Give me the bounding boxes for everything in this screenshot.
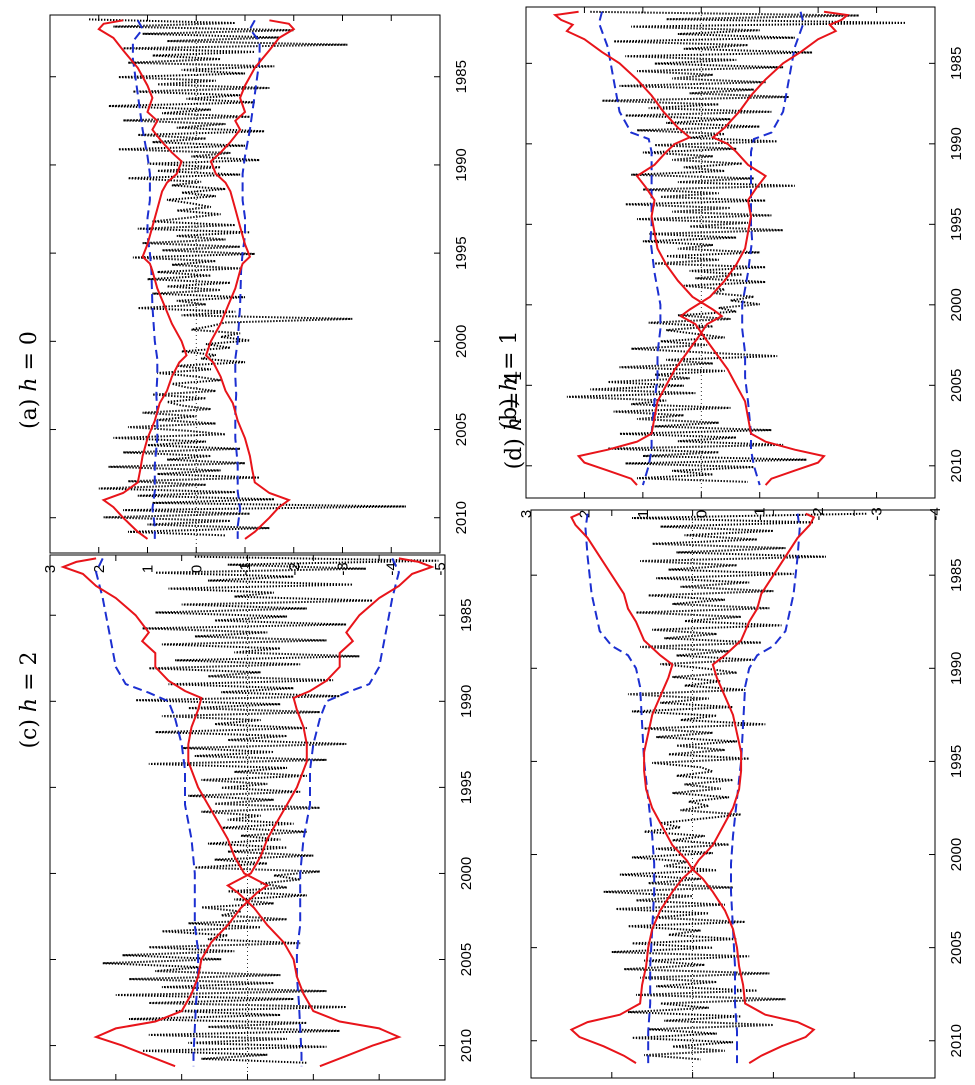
series-solid-lower	[225, 557, 435, 1068]
panel-title: (c) h = 2	[17, 651, 42, 748]
panel-title-variable: h	[497, 377, 522, 391]
y-tick-label: -1	[752, 507, 769, 520]
x-tick-label: 2010	[948, 449, 965, 482]
x-tick-label: 2005	[948, 931, 965, 964]
x-tick-label: 2005	[458, 943, 475, 976]
series-solid-lower	[204, 19, 296, 540]
axes-frame	[530, 509, 936, 1079]
series-solid-lower	[691, 512, 816, 1064]
y-tick-label: 2	[91, 565, 108, 573]
series-solid-upper	[569, 512, 694, 1064]
panel-title: (d) h = 4	[502, 371, 527, 470]
series-dashed-upper	[597, 11, 662, 486]
panel-title-variable: h	[17, 698, 42, 712]
series-dashed-upper	[584, 513, 656, 1064]
x-tick-label: 1985	[453, 60, 470, 93]
x-tick-label: 1995	[458, 771, 475, 804]
x-tick-label: 2005	[948, 369, 965, 402]
series-dotted	[566, 10, 906, 483]
panel-title-prefix: (a)	[17, 392, 42, 429]
y-tick-label: 0	[188, 565, 205, 573]
x-tick-label: 1985	[458, 599, 475, 632]
series-dotted	[603, 512, 867, 1061]
x-tick-label: 2010	[458, 1029, 475, 1062]
series-solid-upper	[60, 557, 270, 1068]
series-dotted	[88, 18, 406, 537]
y-tick-label: -1	[237, 562, 254, 575]
panel-title-value: = 2	[17, 651, 42, 697]
x-tick-label: 2000	[948, 288, 965, 321]
x-tick-label: 1985	[948, 558, 965, 591]
series-dashed-lower	[295, 557, 400, 1067]
series-dashed-lower	[730, 513, 801, 1064]
y-tick-label: -5	[432, 562, 449, 575]
y-tick-label: 2	[576, 510, 593, 518]
series-solid-upper	[97, 19, 188, 540]
x-tick-label: 2005	[453, 413, 470, 446]
panel-title-value: = 0	[17, 331, 42, 377]
panel-title-prefix: (b)	[497, 391, 522, 429]
panel-a: -5-4-3-2-10123198519901995200020052010(a…	[17, 14, 470, 576]
panel-b: -4-3-2-10123198519901995200020052010(b) …	[497, 6, 965, 521]
x-tick-label: 1985	[948, 47, 965, 80]
series-solid-lower	[678, 10, 850, 486]
x-tick-label: 1995	[948, 208, 965, 241]
axes-frame	[525, 6, 936, 499]
x-tick-label: 1995	[453, 236, 470, 269]
series-solid-upper	[552, 10, 724, 486]
x-tick-label: 2010	[948, 1024, 965, 1057]
panel-title-value: = 1	[497, 331, 522, 377]
x-tick-label: 1990	[458, 685, 475, 718]
series-dashed-upper	[95, 557, 200, 1067]
y-tick-label: 0	[693, 510, 710, 518]
x-tick-label: 2000	[458, 857, 475, 890]
y-tick-label: 1	[140, 565, 157, 573]
series-dotted	[102, 555, 439, 1064]
x-tick-label: 2000	[453, 325, 470, 358]
y-tick-label: 1	[635, 510, 652, 518]
x-tick-label: 1990	[453, 148, 470, 181]
series-dashed-lower	[234, 19, 261, 539]
x-tick-label: 1995	[948, 745, 965, 778]
y-tick-label: 3	[518, 510, 535, 518]
axes-frame	[49, 14, 441, 554]
panel-title-value: = 4	[502, 371, 527, 417]
panel-title-variable: h	[502, 417, 527, 431]
panel-d: -6-4-2024198519901995200020052010(d) h =…	[502, 371, 965, 1079]
panel-title: (b) h = 1	[497, 331, 522, 430]
x-tick-label: 1990	[948, 652, 965, 685]
x-tick-label: 1990	[948, 127, 965, 160]
panel-title: (a) h = 0	[17, 331, 42, 429]
x-tick-label: 2000	[948, 838, 965, 871]
panel-title-prefix: (d)	[502, 431, 527, 469]
x-tick-label: 2010	[453, 501, 470, 534]
y-tick-label: -3	[869, 507, 886, 520]
series-dashed-lower	[741, 11, 805, 486]
panel-title-variable: h	[17, 377, 42, 391]
panel-title-prefix: (c)	[17, 712, 42, 748]
